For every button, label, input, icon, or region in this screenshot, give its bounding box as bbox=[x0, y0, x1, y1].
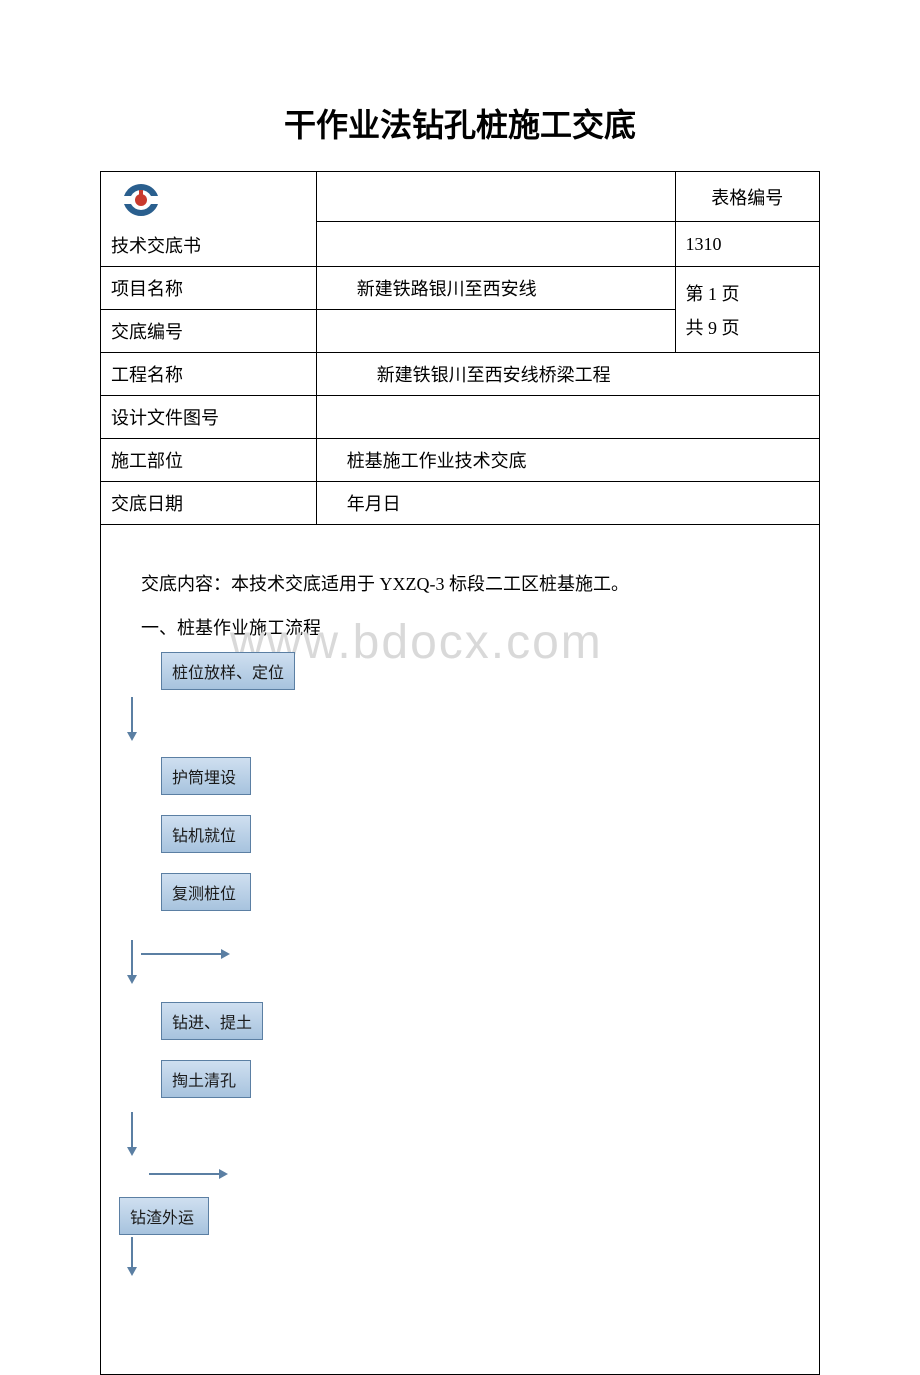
record-number-value bbox=[316, 310, 675, 353]
date-label: 交底日期 bbox=[101, 482, 317, 525]
page-current: 第 1 页 bbox=[686, 280, 810, 306]
form-table: 技术交底书 表格编号 1310 项目名称 新建铁路银川至西安线 第 1 页 共 … bbox=[100, 171, 820, 1375]
arrow-right-icon bbox=[141, 947, 231, 961]
arrow-right-icon bbox=[149, 1167, 229, 1181]
arrow-down-icon bbox=[125, 1112, 139, 1157]
form-number-label: 表格编号 bbox=[675, 172, 820, 222]
flow-box: 护筒埋设 bbox=[161, 757, 251, 795]
flow-box: 复测桩位 bbox=[161, 873, 251, 911]
form-name-label: 技术交底书 bbox=[111, 232, 306, 258]
flow-box: 钻机就位 bbox=[161, 815, 251, 853]
arrow-down-icon bbox=[125, 1237, 139, 1277]
engineering-name-label: 工程名称 bbox=[101, 353, 317, 396]
empty-cell bbox=[316, 222, 675, 267]
arrow-down-icon bbox=[125, 940, 139, 985]
project-name-value: 新建铁路银川至西安线 bbox=[316, 267, 675, 310]
construction-part-value: 桩基施工作业技术交底 bbox=[316, 439, 819, 482]
record-number-label: 交底编号 bbox=[101, 310, 317, 353]
content-intro: 交底内容：本技术交底适用于 YXZQ-3 标段二工区桩基施工。 bbox=[141, 570, 809, 596]
flow-box: 钻进、提土 bbox=[161, 1002, 263, 1040]
page-info: 第 1 页 共 9 页 bbox=[675, 267, 820, 353]
empty-cell bbox=[316, 172, 675, 222]
rec-logo-icon bbox=[111, 180, 171, 220]
document-title: 干作业法钻孔桩施工交底 bbox=[100, 100, 820, 146]
engineering-name-value: 新建铁银川至西安线桥梁工程 bbox=[316, 353, 819, 396]
page-total: 共 9 页 bbox=[686, 314, 810, 340]
flow-box: 掏土清孔 bbox=[161, 1060, 251, 1098]
design-doc-value bbox=[316, 396, 819, 439]
logo-cell: 技术交底书 bbox=[101, 172, 317, 267]
content-cell: 交底内容：本技术交底适用于 YXZQ-3 标段二工区桩基施工。 一、桩基作业施工… bbox=[101, 525, 820, 1375]
flow-box: 桩位放样、定位 bbox=[161, 652, 295, 690]
flowchart: 桩位放样、定位护筒埋设钻机就位复测桩位钻进、提土掏土清孔钻渣外运 bbox=[111, 652, 809, 1332]
design-doc-label: 设计文件图号 bbox=[101, 396, 317, 439]
form-number-value: 1310 bbox=[675, 222, 820, 267]
flow-box: 钻渣外运 bbox=[119, 1197, 209, 1235]
arrow-down-icon bbox=[125, 697, 139, 742]
content-section-1: 一、桩基作业施工流程 bbox=[141, 614, 809, 640]
project-name-label: 项目名称 bbox=[101, 267, 317, 310]
construction-part-label: 施工部位 bbox=[101, 439, 317, 482]
date-value: 年月日 bbox=[316, 482, 819, 525]
